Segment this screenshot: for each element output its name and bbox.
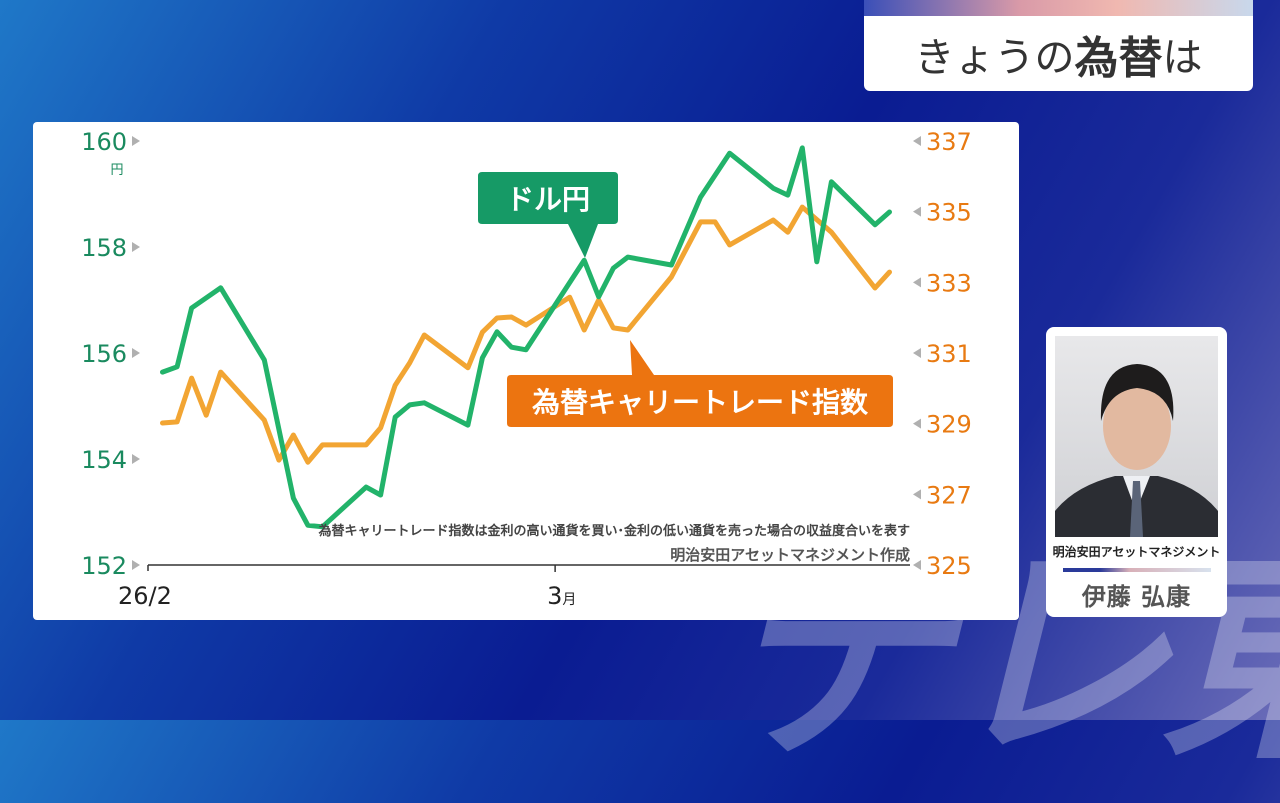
right-axis-label: 327	[926, 481, 972, 509]
card-divider	[1063, 568, 1211, 572]
presenter-card: 明治安田アセットマネジメント 伊藤 弘康	[1046, 327, 1227, 617]
right-axis-arrow-icon	[913, 207, 921, 217]
x-tick-unit: 月	[562, 592, 576, 608]
left-axis-unit: 円	[110, 163, 123, 178]
right-axis-label: 329	[926, 411, 972, 439]
right-axis-arrow-icon	[913, 489, 921, 499]
chart-source: 明治安田アセットマネジメント作成	[670, 546, 910, 564]
left-axis-arrow-icon	[132, 136, 140, 146]
x-tick-label: 3月	[547, 582, 576, 610]
right-axis-label: 337	[926, 128, 972, 156]
usdjpy-callout-label: ドル円	[506, 183, 590, 216]
right-axis-label: 335	[926, 199, 972, 227]
left-axis-arrow-icon	[132, 242, 140, 252]
left-axis-label: 160	[81, 128, 127, 156]
presenter-company: 明治安田アセットマネジメント	[1046, 543, 1227, 560]
right-axis-arrow-icon	[913, 419, 921, 429]
person-silhouette-icon	[1055, 336, 1218, 537]
left-axis-label: 154	[81, 446, 127, 474]
carry-index-callout-label: 為替キャリートレード指数	[532, 386, 869, 419]
left-axis-arrow-icon	[132, 560, 140, 570]
left-axis-arrow-icon	[132, 348, 140, 358]
left-axis-label: 156	[81, 340, 127, 368]
right-axis-label: 325	[926, 552, 972, 580]
left-axis-label: 152	[81, 552, 127, 580]
right-axis-arrow-icon	[913, 560, 921, 570]
right-axis-label: 333	[926, 269, 972, 297]
x-tick-label: 26/2	[118, 582, 172, 610]
right-axis-arrow-icon	[913, 348, 921, 358]
right-axis-arrow-icon	[913, 277, 921, 287]
left-axis-label: 158	[81, 234, 127, 262]
right-axis-label: 331	[926, 340, 972, 368]
presenter-name: 伊藤 弘康	[1046, 577, 1227, 612]
left-axis-arrow-icon	[132, 454, 140, 464]
right-axis-arrow-icon	[913, 136, 921, 146]
presenter-photo	[1055, 336, 1218, 537]
chart-note: 為替キャリートレード指数は金利の高い通貨を買い･金利の低い通貨を売った場合の収益…	[318, 523, 910, 539]
